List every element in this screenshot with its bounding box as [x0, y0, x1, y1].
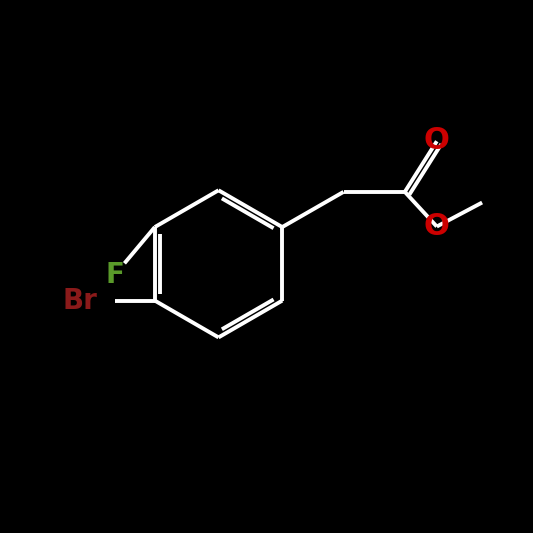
Text: O: O	[424, 212, 450, 241]
Text: Br: Br	[63, 287, 98, 314]
Text: O: O	[424, 126, 450, 155]
Text: F: F	[106, 261, 124, 289]
